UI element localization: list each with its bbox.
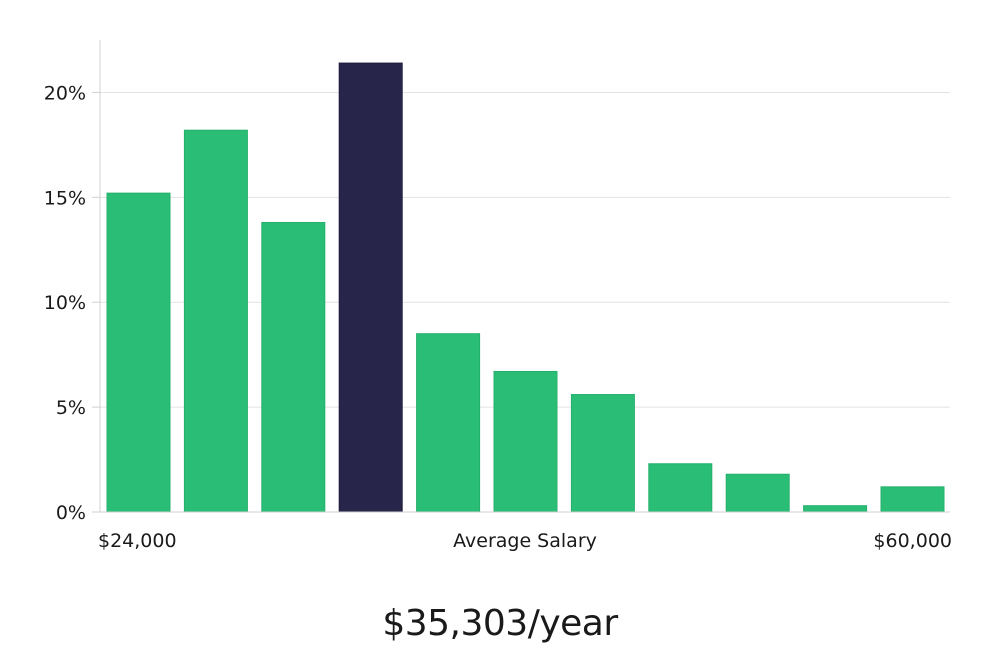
bar — [493, 370, 558, 513]
bar — [261, 222, 326, 513]
y-tick-label: 10% — [44, 292, 86, 314]
bar — [648, 463, 713, 513]
y-tick-label: 20% — [44, 82, 86, 104]
axis-labels: 0% 5% 10% 15% 20% $24,000 Average Salary $60,00… — [44, 82, 952, 552]
bar — [725, 473, 790, 513]
y-tick-label: 15% — [44, 187, 86, 209]
axes — [92, 40, 950, 513]
bar — [183, 129, 248, 513]
bar — [106, 192, 171, 513]
x-range-end-label: $60,000 — [873, 530, 952, 552]
y-tick-label: 0% — [56, 502, 86, 524]
y-tick-label: 5% — [56, 397, 86, 419]
bar — [803, 505, 868, 513]
x-range-start-label: $24,000 — [98, 530, 177, 552]
salary-histogram: 0% 5% 10% 15% 20% $24,000 Average Salary $60,00… — [44, 40, 952, 552]
bar-highlight — [338, 62, 403, 513]
x-axis-title: Average Salary — [453, 530, 597, 552]
average-salary-value: $35,303/year — [382, 603, 618, 644]
bar — [880, 486, 945, 513]
bar — [570, 394, 635, 513]
bars — [106, 62, 945, 513]
bar — [416, 333, 481, 513]
